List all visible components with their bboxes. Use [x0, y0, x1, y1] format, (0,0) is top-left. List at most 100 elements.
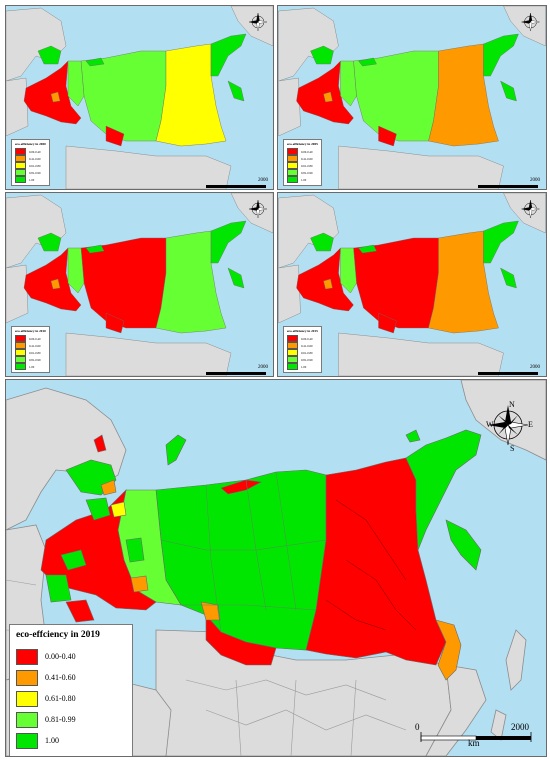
legend-swatch	[287, 335, 298, 342]
legend-swatch	[287, 363, 298, 370]
legend-swatch	[15, 155, 26, 162]
compass-rose-icon	[248, 12, 268, 32]
legend-2019: eco-effciency in 2019 0.00-0.40 0.41-0.6…	[9, 624, 133, 756]
region-europe	[23, 247, 82, 312]
legend-label: 0.41-0.60	[45, 673, 76, 682]
region-kamchatka	[227, 267, 245, 289]
legend-title: eco-efficiency in 2010	[15, 329, 46, 333]
legend-label: 1.00	[301, 177, 307, 182]
legend-swatch	[15, 176, 26, 183]
legend-swatch	[15, 162, 26, 169]
region-arctic-island	[85, 244, 105, 254]
scale-bar	[478, 372, 538, 375]
neighbour-land	[278, 7, 339, 82]
legend-swatch	[287, 356, 298, 363]
compass-w-label: W	[486, 420, 494, 429]
legend-row-4: 1.00	[287, 363, 318, 370]
scale-max-label: 2000	[530, 178, 540, 183]
legend-swatch	[16, 690, 38, 707]
region-north-europe	[310, 232, 334, 252]
region-europe	[296, 247, 354, 312]
legend-row-3: 0.81-0.99	[15, 169, 46, 176]
region-arctic-island	[85, 57, 105, 67]
map-panel-2010: eco-efficiency in 2010 0.00-0.40 0.41-0.…	[5, 192, 274, 377]
legend-label: 0.61-0.80	[29, 350, 41, 355]
legend-swatch	[15, 342, 26, 349]
legend-label: 0.81-0.99	[29, 357, 41, 362]
map-2010	[6, 193, 273, 376]
compass-rose-icon	[488, 405, 529, 446]
legend-label: 1.00	[45, 736, 59, 745]
neighbour-land	[230, 6, 273, 47]
legend-swatch	[16, 732, 38, 749]
legend-row-2: 0.61-0.80	[15, 162, 46, 169]
neighbour-land	[278, 77, 301, 137]
region-far-east	[210, 220, 247, 264]
internal-borders	[160, 471, 327, 633]
legend-label: 0.61-0.80	[301, 163, 313, 168]
region-volga	[50, 91, 61, 103]
legend-label: 0.61-0.80	[45, 694, 76, 703]
legend-label: 0.81-0.99	[301, 357, 313, 362]
legend-2015: eco-efficiency in 2015 0.00-0.40 0.41-0.…	[283, 326, 322, 373]
region-south-siberia	[378, 125, 397, 147]
region-europe	[296, 60, 354, 125]
region-far-east	[210, 33, 247, 77]
neighbour-land	[503, 6, 546, 47]
region-volga	[323, 91, 333, 103]
legend-swatch	[287, 342, 298, 349]
region-kamchatka	[500, 267, 517, 289]
neighbour-land	[65, 332, 232, 376]
scale-bar	[478, 185, 538, 188]
scale-bar	[420, 732, 532, 742]
map-2000	[6, 6, 273, 189]
neighbour-land	[6, 194, 67, 269]
legend-label: 0.41-0.60	[29, 343, 41, 348]
legend-row-2: 0.61-0.80	[287, 349, 318, 356]
legend-label: 1.00	[301, 364, 307, 369]
legend-swatch	[16, 648, 38, 665]
scale-max-label: 2000	[258, 365, 268, 370]
region-europe	[23, 60, 82, 125]
legend-swatch	[15, 363, 26, 370]
map-panel-2005: eco-efficiency in 2005 0.00-0.40 0.41-0.…	[277, 5, 547, 190]
compass-s-label: S	[510, 444, 515, 453]
legend-row-1: 0.41-0.60	[287, 155, 318, 162]
neighbour-land	[278, 264, 301, 324]
legend-row-3: 0.81-0.99	[287, 356, 318, 363]
legend-label: 1.00	[29, 177, 35, 182]
legend-swatch	[287, 176, 298, 183]
legend-row-0: 0.00-0.40	[16, 646, 126, 667]
legend-label: 0.81-0.99	[29, 170, 41, 175]
compass-rose-icon	[521, 199, 540, 219]
neighbour-land	[503, 193, 546, 234]
legend-row-4: 1.00	[15, 176, 46, 183]
region-urals	[67, 247, 85, 294]
legend-row-2: 0.61-0.80	[16, 688, 126, 709]
legend-row-3: 0.81-0.99	[16, 709, 126, 730]
region-volga	[323, 278, 333, 290]
map-panel-2015: eco-efficiency in 2015 0.00-0.40 0.41-0.…	[277, 192, 547, 377]
legend-swatch	[15, 335, 26, 342]
legend-label: 0.00-0.40	[301, 336, 313, 341]
compass-rose-icon	[248, 199, 268, 219]
compass-e-label: E	[528, 420, 533, 429]
legend-title: eco-efficiency in 2015	[287, 329, 318, 333]
neighbour-land	[6, 7, 67, 82]
legend-title: eco-effciency in 2019	[16, 630, 100, 640]
legend-swatch	[15, 169, 26, 176]
legend-label: 0.61-0.80	[301, 350, 313, 355]
legend-label: 0.41-0.60	[301, 156, 313, 161]
legend-2010: eco-efficiency in 2010 0.00-0.40 0.41-0.…	[11, 326, 50, 373]
region-urals	[340, 60, 357, 107]
compass-n-label: N	[509, 400, 515, 409]
legend-row-0: 0.00-0.40	[15, 148, 46, 155]
region-south-siberia	[105, 312, 125, 334]
scale-bar	[206, 185, 266, 188]
scale-bar	[206, 372, 266, 375]
legend-row-1: 0.41-0.60	[15, 155, 46, 162]
legend-row-0: 0.00-0.40	[15, 335, 46, 342]
neighbour-land	[65, 145, 232, 189]
legend-label: 1.00	[29, 364, 35, 369]
legend-row-2: 0.61-0.80	[287, 162, 318, 169]
